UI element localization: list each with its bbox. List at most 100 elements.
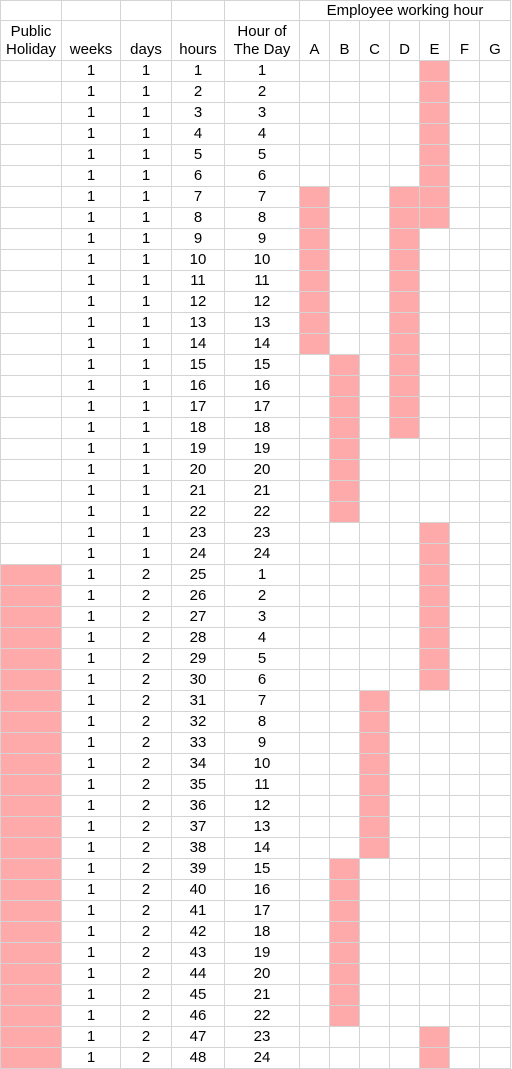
days-cell[interactable]: 1	[120, 270, 172, 292]
hour-of-day-cell[interactable]: 21	[224, 984, 300, 1006]
employee-b-cell[interactable]	[329, 690, 360, 712]
weeks-cell[interactable]: 1	[61, 585, 121, 607]
employee-a-cell[interactable]	[299, 837, 330, 859]
employee-a-cell[interactable]	[299, 669, 330, 691]
employee-f-cell[interactable]	[449, 648, 480, 670]
employee-e-cell[interactable]	[419, 354, 450, 376]
hour-of-day-cell[interactable]: 17	[224, 900, 300, 922]
employee-g-cell[interactable]	[479, 585, 511, 607]
days-cell[interactable]: 2	[120, 711, 172, 733]
employee-g-cell[interactable]	[479, 690, 511, 712]
public-holiday-cell[interactable]	[0, 375, 62, 397]
employee-c-cell[interactable]	[359, 942, 390, 964]
employee-e-cell[interactable]	[419, 165, 450, 187]
weeks-cell[interactable]: 1	[61, 942, 121, 964]
hours-cell[interactable]: 48	[171, 1047, 225, 1069]
hour-of-day-cell[interactable]: 24	[224, 543, 300, 565]
hour-of-day-cell[interactable]: 20	[224, 963, 300, 985]
employee-c-cell[interactable]	[359, 1026, 390, 1048]
employee-f-cell[interactable]	[449, 417, 480, 439]
hour-of-day-cell[interactable]: 17	[224, 396, 300, 418]
employee-a-cell[interactable]	[299, 102, 330, 124]
employee-c-cell[interactable]	[359, 312, 390, 334]
hours-cell[interactable]: 18	[171, 417, 225, 439]
public-holiday-cell[interactable]	[0, 627, 62, 649]
employee-a-cell[interactable]	[299, 123, 330, 145]
employee-d-cell[interactable]	[389, 564, 420, 586]
employee-e-cell[interactable]	[419, 837, 450, 859]
column-header-a[interactable]: A	[299, 20, 330, 61]
hours-cell[interactable]: 46	[171, 1005, 225, 1027]
employee-a-cell[interactable]	[299, 291, 330, 313]
cell[interactable]	[224, 0, 300, 21]
public-holiday-cell[interactable]	[0, 522, 62, 544]
employee-g-cell[interactable]	[479, 186, 511, 208]
days-cell[interactable]: 1	[120, 207, 172, 229]
employee-a-cell[interactable]	[299, 690, 330, 712]
employee-a-cell[interactable]	[299, 333, 330, 355]
employee-a-cell[interactable]	[299, 459, 330, 481]
employee-b-cell[interactable]	[329, 144, 360, 166]
employee-a-cell[interactable]	[299, 228, 330, 250]
employee-d-cell[interactable]	[389, 417, 420, 439]
cell[interactable]	[61, 0, 121, 21]
days-cell[interactable]: 1	[120, 375, 172, 397]
employee-g-cell[interactable]	[479, 228, 511, 250]
employee-e-cell[interactable]	[419, 501, 450, 523]
employee-b-cell[interactable]	[329, 753, 360, 775]
employee-f-cell[interactable]	[449, 984, 480, 1006]
employee-f-cell[interactable]	[449, 249, 480, 271]
employee-f-cell[interactable]	[449, 900, 480, 922]
hours-cell[interactable]: 34	[171, 753, 225, 775]
hours-cell[interactable]: 36	[171, 795, 225, 817]
employee-b-cell[interactable]	[329, 207, 360, 229]
public-holiday-cell[interactable]	[0, 396, 62, 418]
days-cell[interactable]: 1	[120, 144, 172, 166]
days-cell[interactable]: 1	[120, 522, 172, 544]
employee-d-cell[interactable]	[389, 459, 420, 481]
employee-d-cell[interactable]	[389, 858, 420, 880]
employee-c-cell[interactable]	[359, 375, 390, 397]
employee-g-cell[interactable]	[479, 627, 511, 649]
hours-cell[interactable]: 44	[171, 963, 225, 985]
hour-of-day-cell[interactable]: 12	[224, 795, 300, 817]
days-cell[interactable]: 2	[120, 816, 172, 838]
employee-g-cell[interactable]	[479, 816, 511, 838]
days-cell[interactable]: 2	[120, 1026, 172, 1048]
employee-g-cell[interactable]	[479, 480, 511, 502]
weeks-cell[interactable]: 1	[61, 858, 121, 880]
employee-d-cell[interactable]	[389, 669, 420, 691]
days-cell[interactable]: 2	[120, 1005, 172, 1027]
employee-c-cell[interactable]	[359, 291, 390, 313]
employee-e-cell[interactable]	[419, 921, 450, 943]
employee-e-cell[interactable]	[419, 942, 450, 964]
employee-c-cell[interactable]	[359, 1047, 390, 1069]
employee-e-cell[interactable]	[419, 438, 450, 460]
employee-f-cell[interactable]	[449, 585, 480, 607]
public-holiday-cell[interactable]	[0, 774, 62, 796]
employee-e-cell[interactable]	[419, 606, 450, 628]
hour-of-day-cell[interactable]: 11	[224, 774, 300, 796]
employee-a-cell[interactable]	[299, 900, 330, 922]
public-holiday-cell[interactable]	[0, 81, 62, 103]
employee-f-cell[interactable]	[449, 396, 480, 418]
public-holiday-cell[interactable]	[0, 879, 62, 901]
employee-e-cell[interactable]	[419, 564, 450, 586]
public-holiday-cell[interactable]	[0, 123, 62, 145]
employee-f-cell[interactable]	[449, 711, 480, 733]
employee-f-cell[interactable]	[449, 1026, 480, 1048]
public-holiday-cell[interactable]	[0, 732, 62, 754]
employee-e-cell[interactable]	[419, 669, 450, 691]
employee-e-cell[interactable]	[419, 816, 450, 838]
employee-b-cell[interactable]	[329, 249, 360, 271]
weeks-cell[interactable]: 1	[61, 144, 121, 166]
employee-g-cell[interactable]	[479, 606, 511, 628]
hours-cell[interactable]: 11	[171, 270, 225, 292]
weeks-cell[interactable]: 1	[61, 102, 121, 124]
hours-cell[interactable]: 1	[171, 60, 225, 82]
hour-of-day-cell[interactable]: 9	[224, 228, 300, 250]
weeks-cell[interactable]: 1	[61, 543, 121, 565]
public-holiday-cell[interactable]	[0, 480, 62, 502]
days-cell[interactable]: 1	[120, 228, 172, 250]
employee-d-cell[interactable]	[389, 207, 420, 229]
